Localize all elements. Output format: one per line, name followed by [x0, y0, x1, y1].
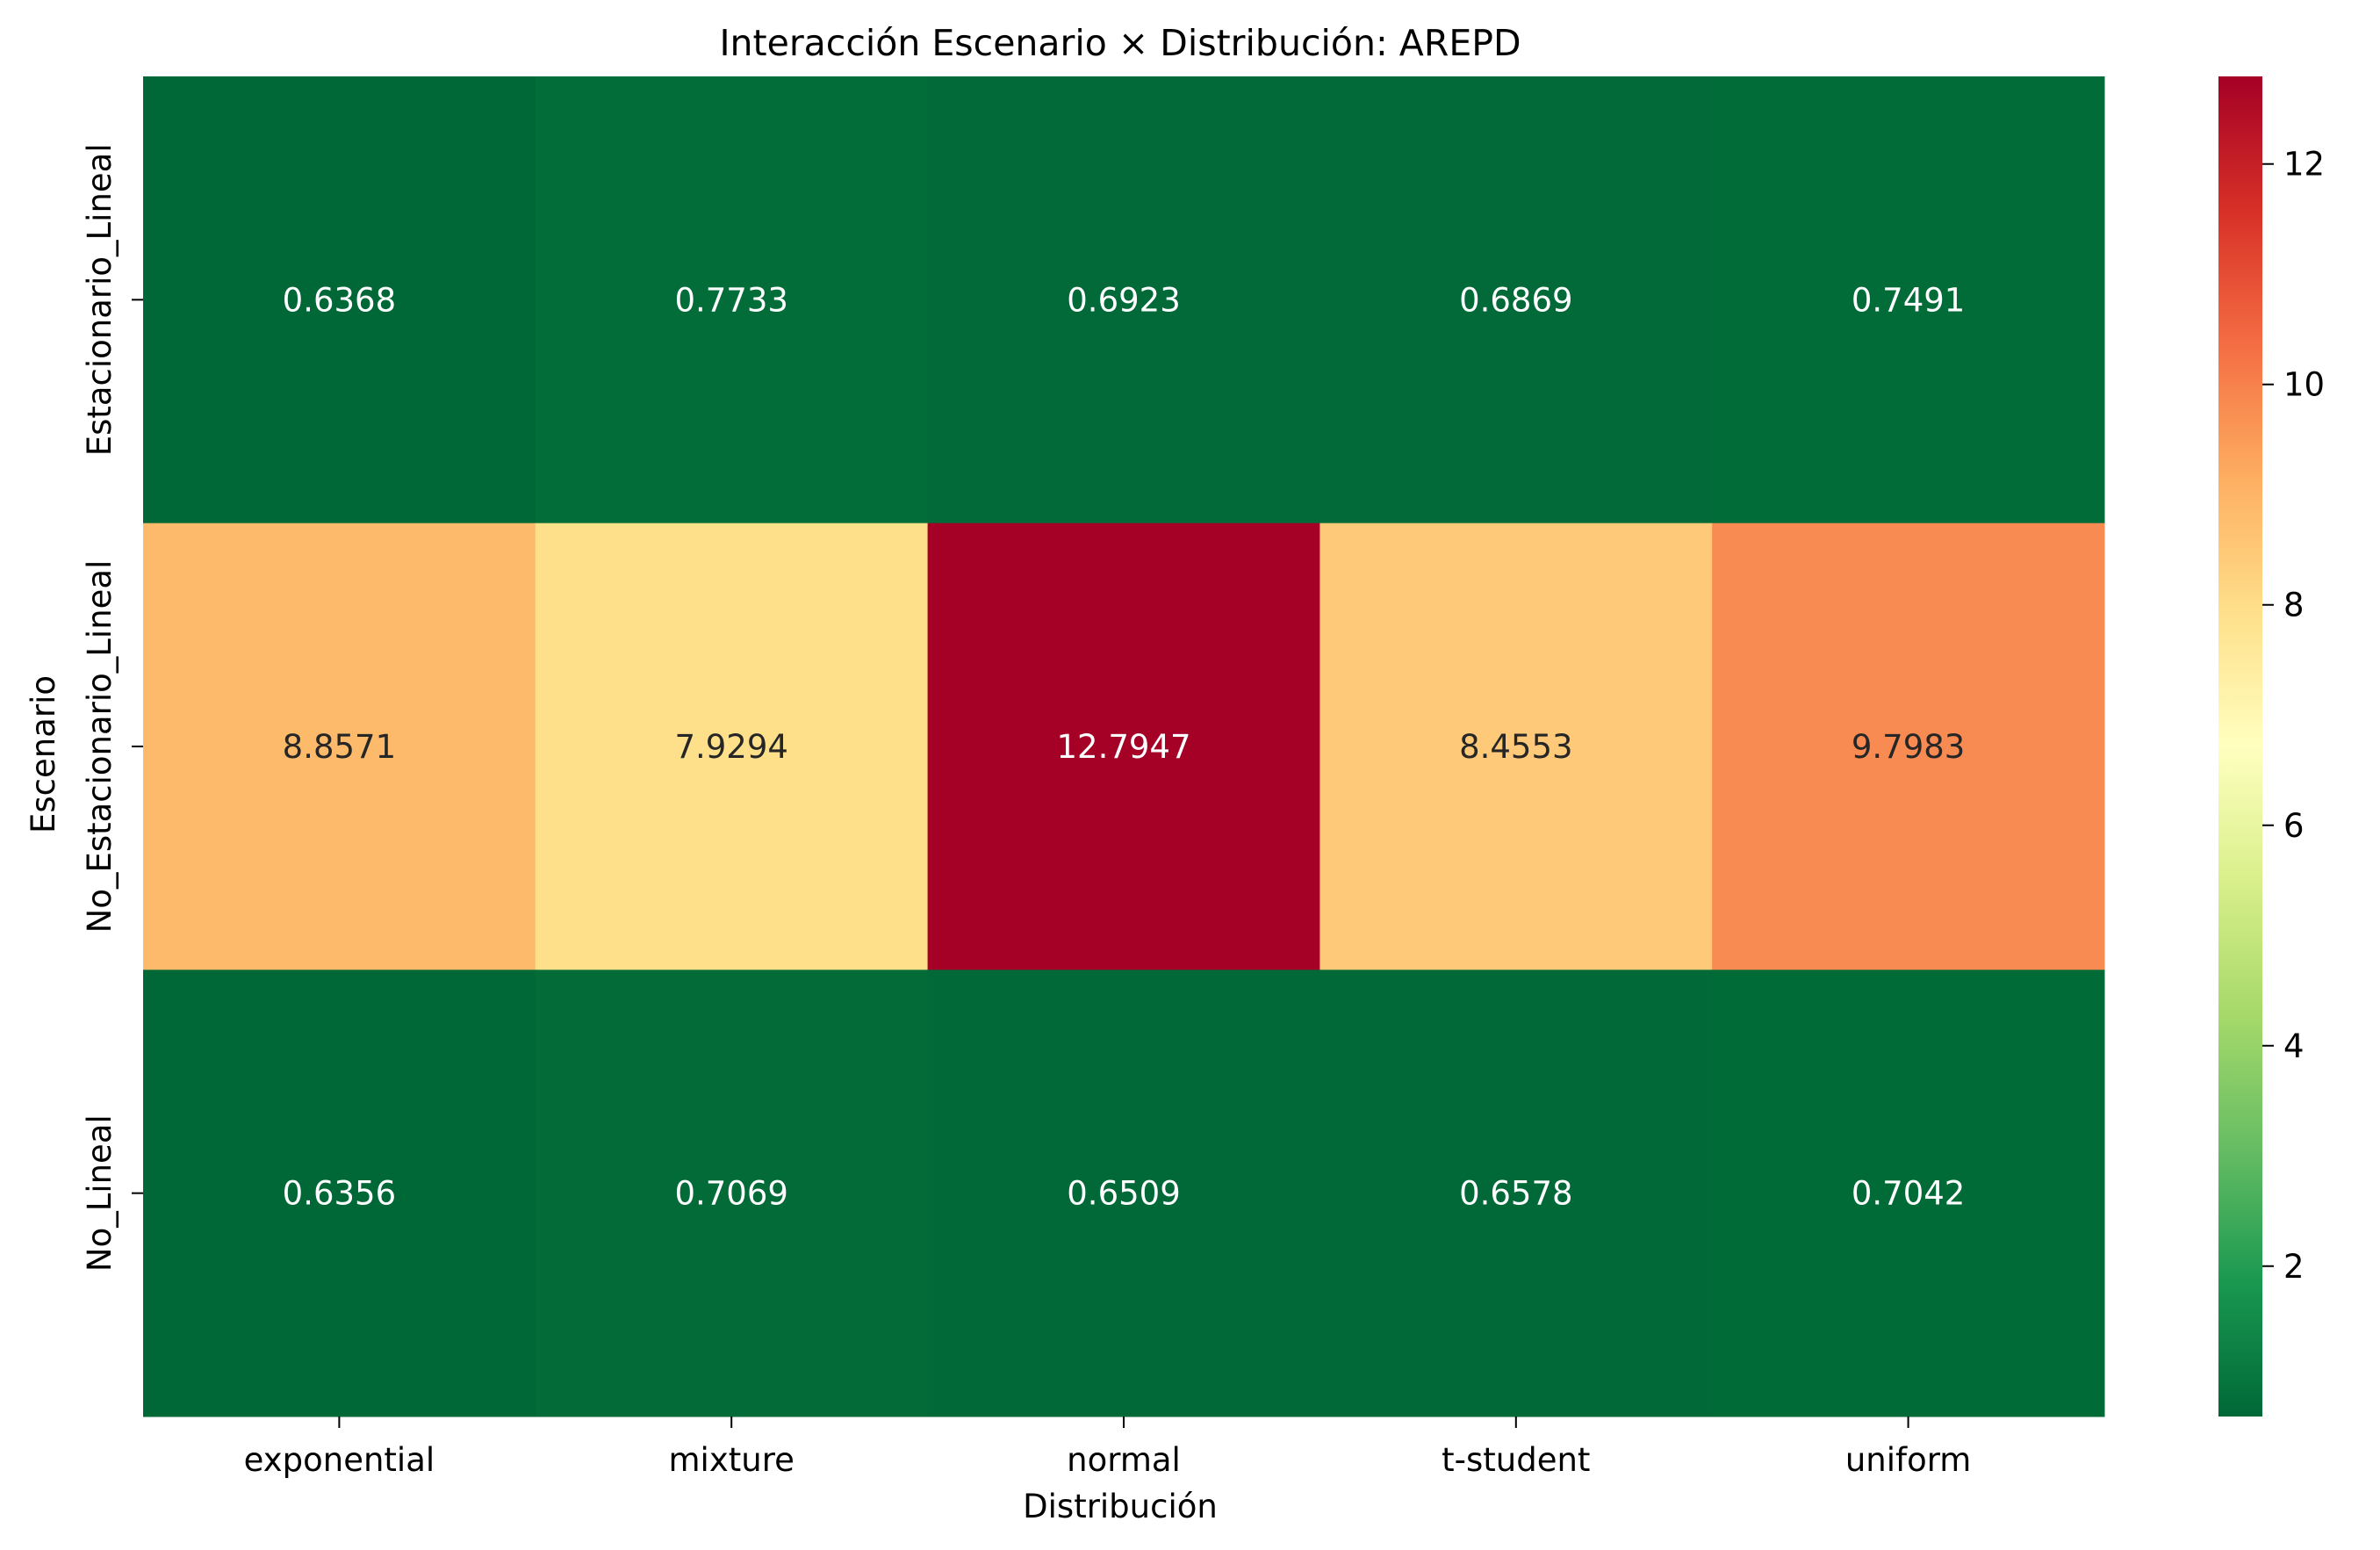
chart-title: Interacción Escenario × Distribución: AR…: [719, 22, 1521, 64]
x-tick-label: mixture: [669, 1441, 795, 1479]
heatmap-cell: [927, 76, 1320, 524]
heatmap-cell: [1319, 523, 1713, 970]
cell-value-label: 0.7491: [1852, 281, 1965, 319]
cell-value-label: 9.7983: [1852, 728, 1965, 766]
heatmap-cell: [1319, 970, 1713, 1417]
x-tick-label: normal: [1067, 1441, 1181, 1479]
colorbar-tick-label: 10: [2283, 366, 2325, 404]
x-tick-label: exponential: [244, 1441, 435, 1479]
colorbar-tick-label: 12: [2283, 146, 2325, 184]
heatmap-cell: [143, 523, 536, 970]
colorbar-tick-label: 6: [2283, 807, 2305, 845]
y-tick-label: Estacionario_Lineal: [81, 143, 119, 456]
cell-value-label: 0.7069: [674, 1175, 787, 1213]
cell-value-label: 12.7947: [1056, 728, 1190, 766]
y-tick-label: No_Lineal: [81, 1114, 119, 1272]
cell-value-label: 0.7733: [674, 281, 787, 319]
colorbar-tick-label: 4: [2283, 1027, 2305, 1065]
heatmap-cell: [927, 523, 1320, 970]
heatmap-cell: [927, 970, 1320, 1417]
cell-value-label: 0.6356: [283, 1175, 396, 1213]
cell-value-labels: 0.6368 0.7733 0.6923 0.6869 0.7491 8.8571 7.92…: [283, 281, 1966, 1212]
heatmap-cell: [535, 970, 929, 1417]
heatmap-cell: [143, 76, 536, 524]
x-axis-ticks: exponential mixture normal t-student uniform: [244, 1417, 1971, 1479]
y-axis-label: Escenario: [25, 675, 62, 833]
cell-value-label: 0.6578: [1459, 1175, 1572, 1213]
y-tick-label: No_Estacionario_Lineal: [81, 560, 119, 934]
heatmap-cell: [1712, 523, 2105, 970]
colorbar-ticks: 2 4 6 8 10 12: [2262, 146, 2325, 1286]
heatmap-cell: [535, 76, 929, 524]
cell-value-label: 0.6923: [1067, 281, 1180, 319]
colorbar-tick-label: 2: [2283, 1248, 2305, 1286]
heatmap-cell: [1319, 76, 1713, 524]
cell-value-label: 0.6368: [283, 281, 396, 319]
x-tick-label: uniform: [1845, 1441, 1971, 1479]
heatmap-cell: [535, 523, 929, 970]
x-axis-label: Distribución: [1023, 1488, 1218, 1525]
heatmap-cell: [1712, 76, 2105, 524]
x-tick-label: t-student: [1442, 1441, 1590, 1479]
cell-value-label: 7.9294: [674, 728, 787, 766]
cell-value-label: 0.7042: [1852, 1175, 1965, 1213]
cell-value-label: 0.6869: [1459, 281, 1572, 319]
cell-value-label: 8.8571: [283, 728, 396, 766]
heatmap-cell: [143, 970, 536, 1417]
cell-value-label: 0.6509: [1067, 1175, 1180, 1213]
heatmap-cell: [1712, 970, 2105, 1417]
cell-value-label: 8.4553: [1459, 728, 1572, 766]
y-axis-ticks: Estacionario_Lineal No_Estacionario_Linea…: [81, 143, 143, 1272]
heatmap-cells: [143, 76, 2105, 1417]
colorbar: [2218, 76, 2262, 1417]
colorbar-tick-label: 8: [2283, 587, 2305, 624]
